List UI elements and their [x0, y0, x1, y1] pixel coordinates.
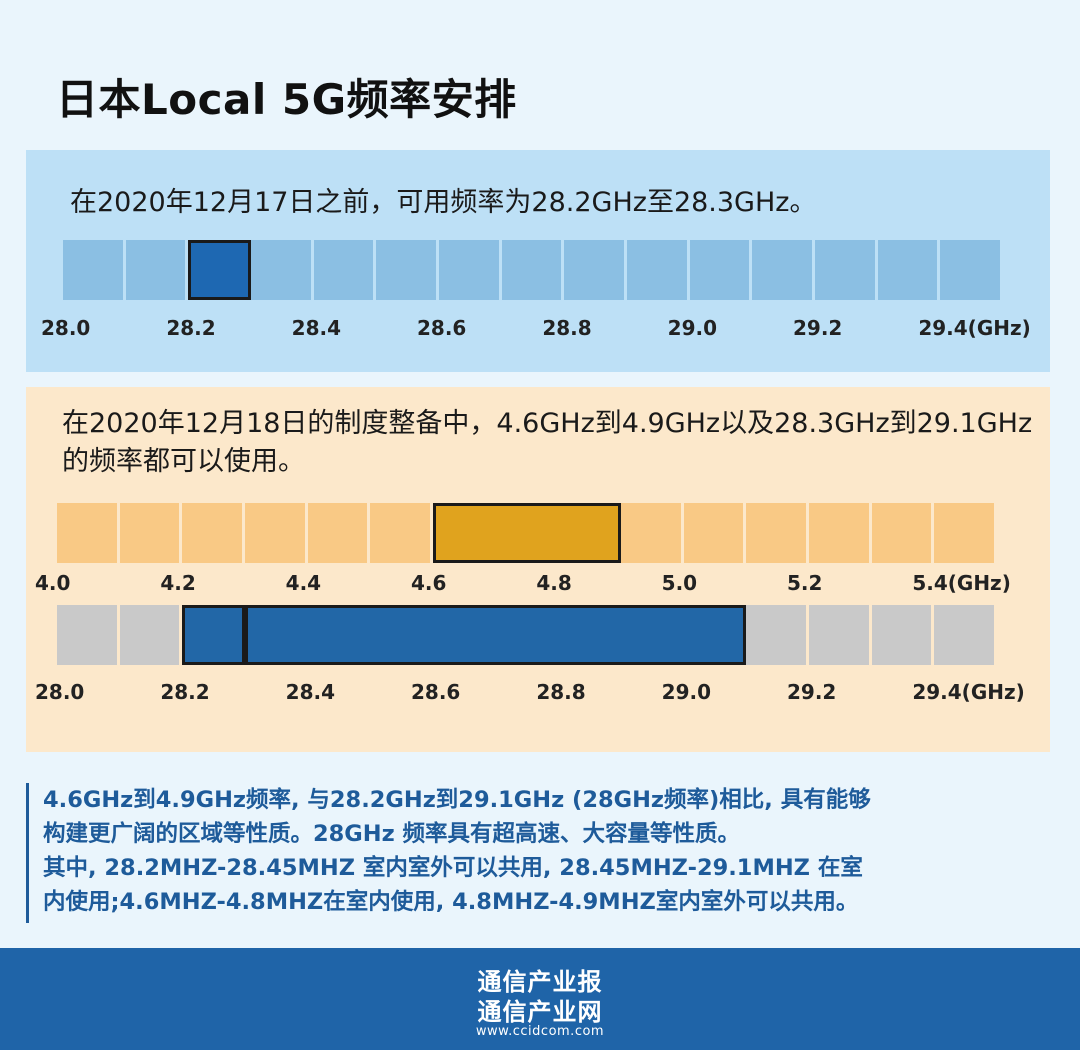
axis-tick-label: 4.8 [536, 571, 572, 595]
band-segment [125, 240, 186, 300]
axis-tick-label: 28.2 [160, 680, 210, 704]
band-28ghz-after-ticks: 28.0 28.2 28.4 28.6 28.8 29.0 29.2 29.4(GHz) [35, 680, 1025, 706]
axis-tick-label: 29.2 [787, 680, 837, 704]
band-highlight [245, 605, 747, 665]
axis-tick-label: 28.8 [542, 316, 592, 340]
footer-brand-line1: 通信产业报 [477, 968, 603, 996]
panel-before-2020-12-17: 在2020年12月17日之前，可用频率为28.2GHz至28.3GHz。 28.… [26, 150, 1050, 372]
page-title: 日本Local 5G频率安排 [56, 75, 517, 124]
axis-tick-label: 4.2 [160, 571, 196, 595]
band-segment [621, 503, 681, 563]
band-segment [376, 240, 436, 300]
band-4ghz-ticks: 4.0 4.2 4.4 4.6 4.8 5.0 5.2 5.4(GHz) [35, 571, 1011, 597]
axis-tick-label: 4.0 [35, 571, 71, 595]
axis-tick-label: 28.2 [166, 316, 216, 340]
axis-tick-label: 29.2 [793, 316, 843, 340]
band-segment [57, 503, 117, 563]
band-segment [877, 240, 938, 300]
axis-tick-label: 5.2 [787, 571, 823, 595]
axis-tick-label: 28.6 [411, 680, 461, 704]
axis-tick-label: 29.0 [667, 316, 718, 340]
band-segment [683, 503, 744, 563]
axis-tick-label: 28.6 [417, 316, 467, 340]
footer-banner: 通信产业报 通信产业网 www.ccidcom.com [0, 948, 1080, 1050]
band-segment [809, 605, 869, 665]
axis-tick-label: 29.4(GHz) [918, 316, 1031, 340]
band-segment [57, 605, 117, 665]
axis-tick-label: 28.4 [285, 680, 336, 704]
band-highlight [433, 503, 621, 563]
band-4ghz [57, 503, 997, 563]
band-segment [871, 605, 932, 665]
axis-tick-label: 29.0 [661, 680, 712, 704]
panel1-text: 在2020年12月17日之前，可用频率为28.2GHz至28.3GHz。 [70, 187, 817, 218]
band-segment [245, 503, 305, 563]
band-segment [119, 503, 180, 563]
band-segment [934, 503, 994, 563]
note-line: 构建更广阔的区域等性质。28GHz 频率具有超高速、大容量等性质。 [43, 821, 741, 847]
band-28ghz-before-ticks: 28.0 28.2 28.4 28.6 28.8 29.0 29.2 29.4(GHz) [41, 316, 1031, 342]
band-segment [307, 503, 368, 563]
band-segment [746, 503, 806, 563]
band-segment [752, 240, 812, 300]
band-segment [934, 605, 994, 665]
axis-tick-label: 4.6 [411, 571, 447, 595]
band-segment [182, 503, 242, 563]
band-segment [501, 240, 562, 300]
axis-tick-label: 28.0 [41, 316, 91, 340]
footer-brand-line2: 通信产业网 [477, 998, 603, 1026]
note-line: 4.6GHz到4.9GHz频率, 与28.2GHz到29.1GHz (28GHz… [43, 787, 871, 813]
band-segment [119, 605, 180, 665]
band-segment [564, 240, 624, 300]
band-segment [439, 240, 499, 300]
axis-tick-label: 5.0 [661, 571, 698, 595]
axis-tick-label: 29.4(GHz) [912, 680, 1025, 704]
band-segment [63, 240, 123, 300]
band-segment [815, 240, 875, 300]
note-line: 其中, 28.2MHZ-28.45MHZ 室内室外可以共用, 28.45MHZ-… [43, 855, 863, 881]
band-highlight [182, 605, 245, 665]
footer-url: www.ccidcom.com [475, 1024, 605, 1039]
band-segment [689, 240, 750, 300]
band-segment [370, 503, 430, 563]
panel2-text: 在2020年12月18日的制度整备中，4.6GHz到4.9GHz以及28.3GH… [62, 408, 1033, 477]
band-28ghz-after [57, 605, 997, 665]
band-segment [871, 503, 932, 563]
band-segment [313, 240, 374, 300]
axis-tick-label: 28.4 [291, 316, 342, 340]
note-line: 内使用;4.6MHZ-4.8MHZ在室内使用, 4.8MHZ-4.9MHZ室内室… [43, 889, 859, 915]
band-segment [627, 240, 687, 300]
band-28ghz-before [63, 240, 1003, 300]
panel-after-2020-12-18: 在2020年12月18日的制度整备中，4.6GHz到4.9GHz以及28.3GH… [26, 387, 1050, 752]
band-segment [746, 605, 806, 665]
band-segment [809, 503, 869, 563]
band-highlight [188, 240, 251, 300]
axis-tick-label: 4.4 [285, 571, 322, 595]
band-segment [251, 240, 311, 300]
axis-tick-label: 28.8 [536, 680, 586, 704]
axis-tick-label: 5.4(GHz) [912, 571, 1011, 595]
axis-tick-label: 28.0 [35, 680, 85, 704]
band-segment [940, 240, 1000, 300]
notes-block: 4.6GHz到4.9GHz频率, 与28.2GHz到29.1GHz (28GHz… [26, 783, 1050, 923]
